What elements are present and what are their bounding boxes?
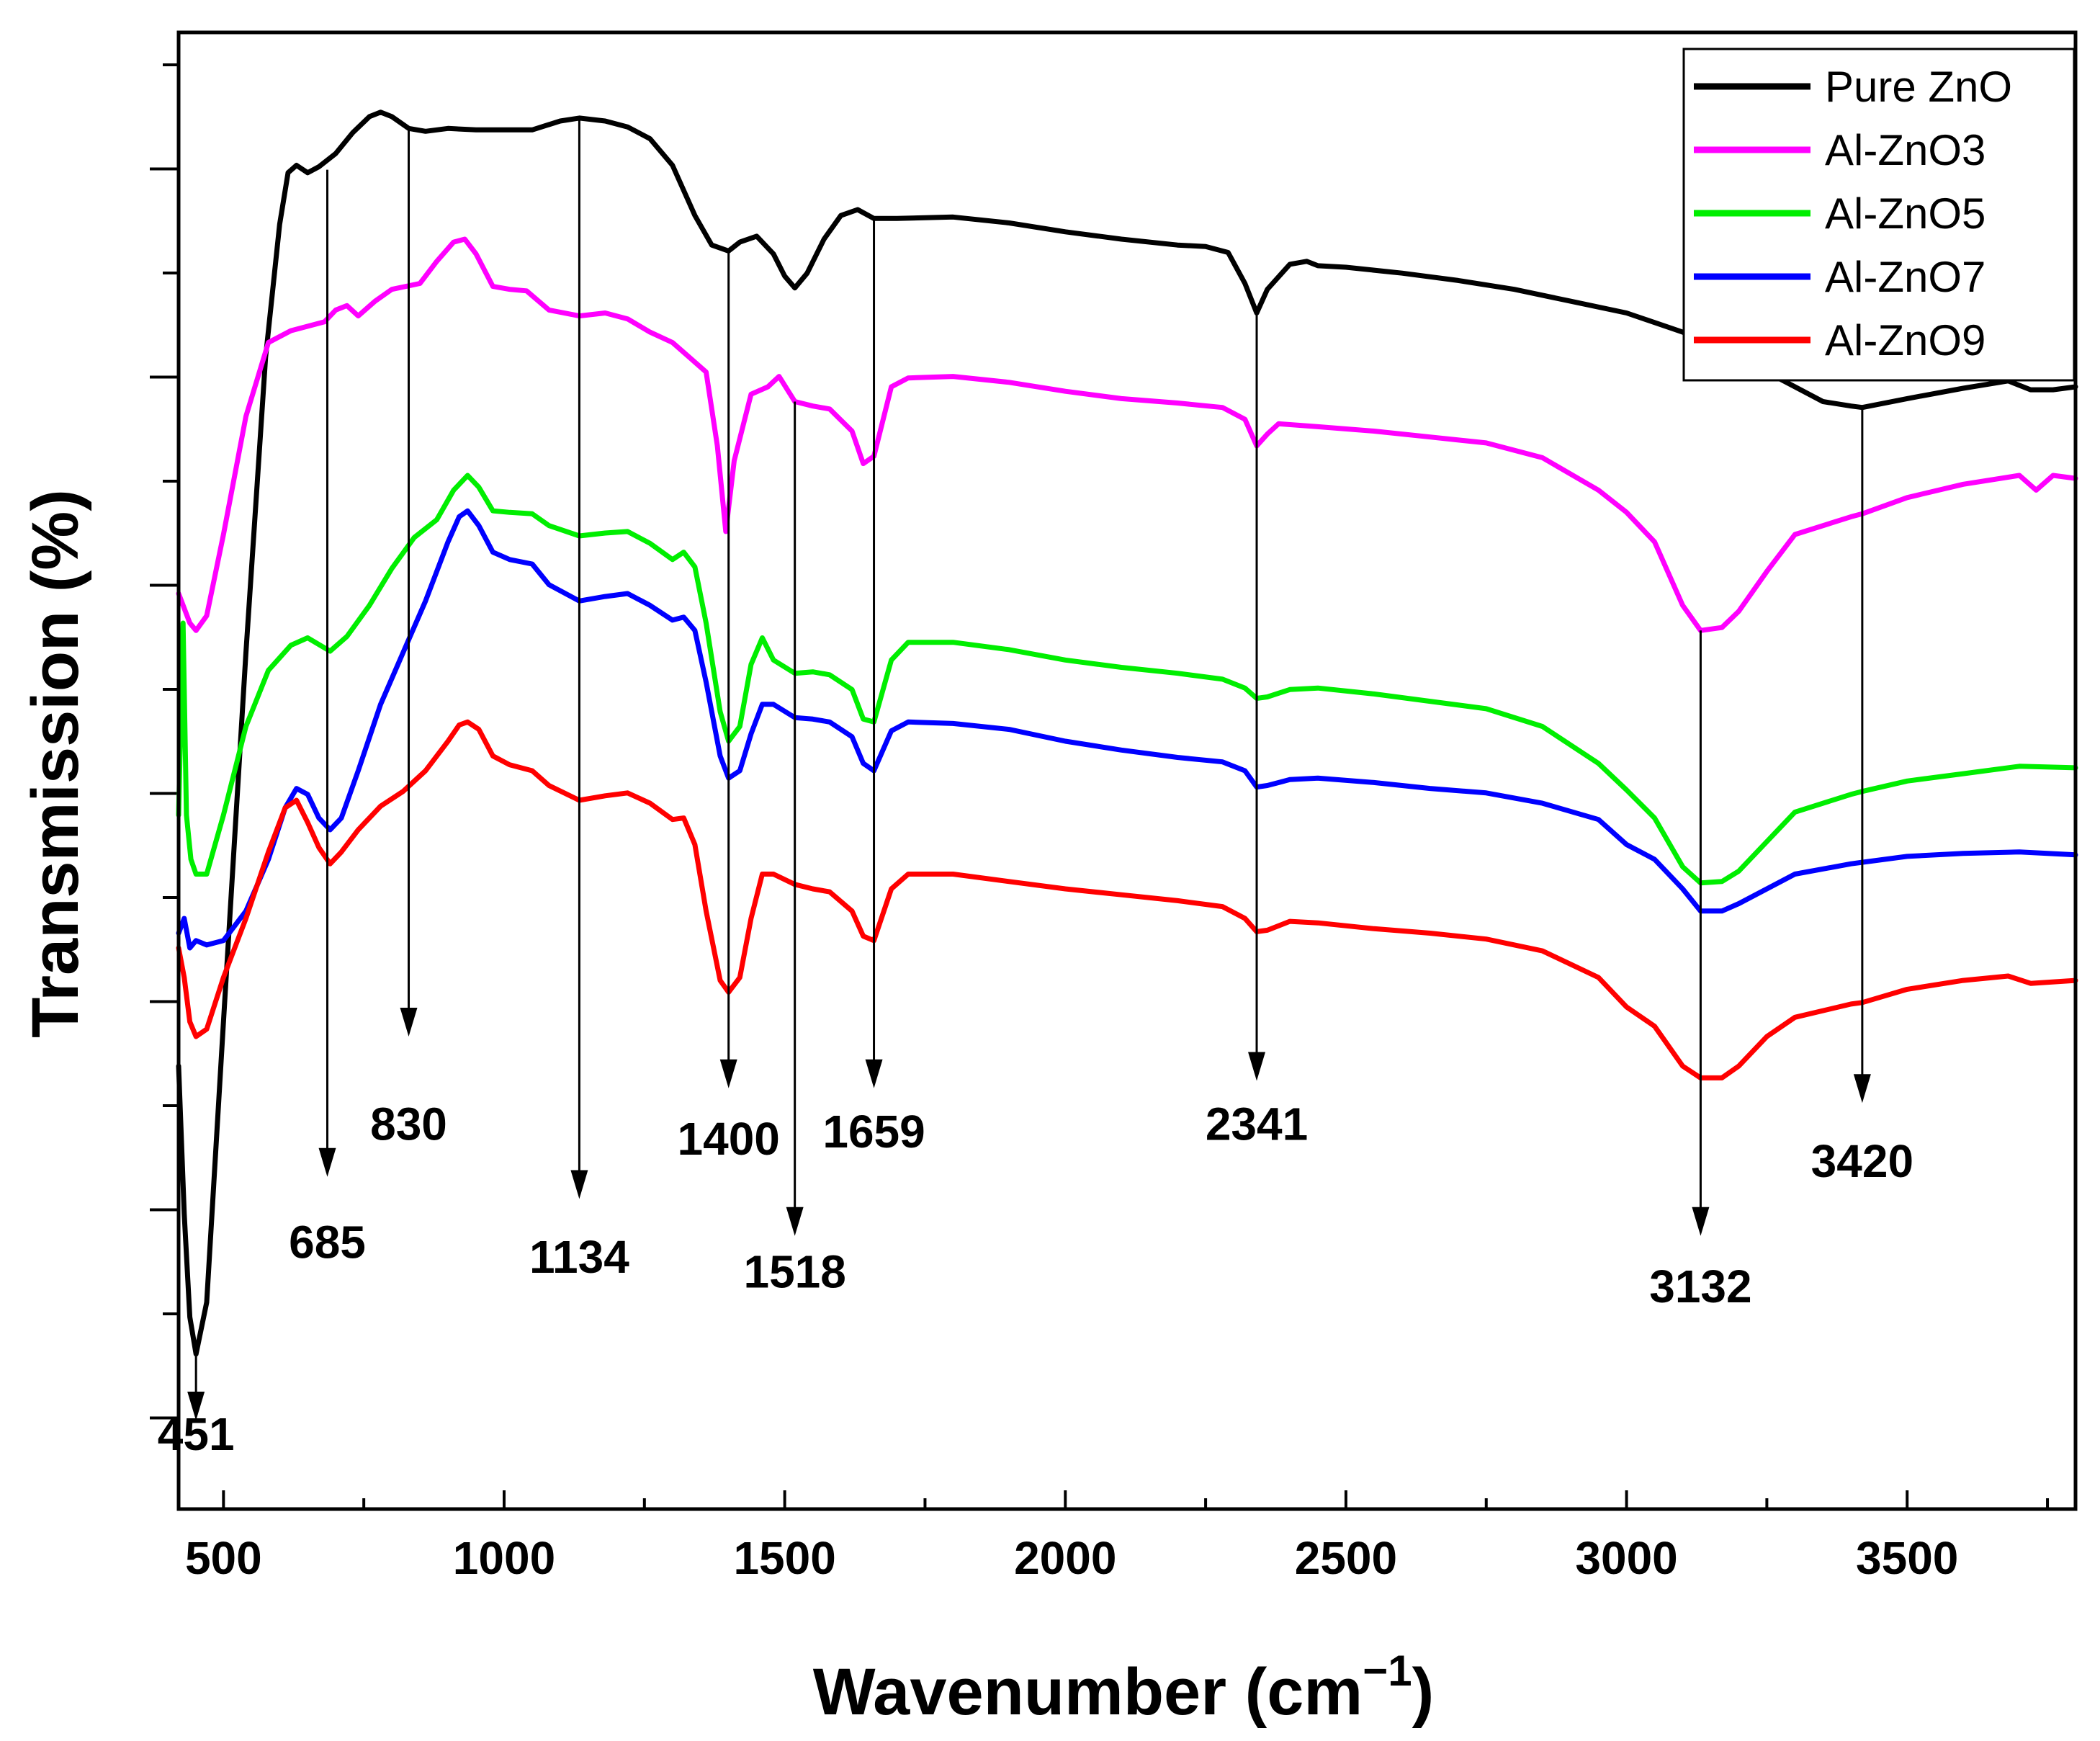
x-tick-label: 1000 (453, 1532, 555, 1584)
legend-label: Al-ZnO3 (1825, 126, 1985, 174)
x-tick-label: 2000 (1014, 1532, 1116, 1584)
series-layer (176, 109, 2078, 1357)
x-axis-title-main: Wavenumber (cm (813, 1655, 1363, 1729)
x-tick-label: 3500 (1856, 1532, 1958, 1584)
peak-label-451: 451 (158, 1408, 235, 1460)
peak-annotations: 451 685 830 1134 1400 1518 1659 2341 3132 3420 (158, 117, 1913, 1460)
peak-label-3132: 3132 (1649, 1261, 1751, 1312)
peak-arrowhead (570, 1170, 588, 1199)
peak-label-830: 830 (370, 1098, 447, 1150)
x-axis-title-exponent: −1 (1363, 1647, 1412, 1695)
legend-label: Al-ZnO5 (1825, 189, 1985, 238)
series-line-al-zno9 (176, 719, 2078, 1080)
peak-label-1518: 1518 (743, 1246, 845, 1298)
y-axis-title: Transmission (%) (19, 489, 92, 1038)
x-tick-label: 3000 (1575, 1532, 1677, 1584)
peak-label-1400: 1400 (678, 1113, 780, 1165)
peak-label-3420: 3420 (1811, 1135, 1913, 1187)
x-tick-label: 1500 (733, 1532, 835, 1584)
peak-arrowhead (1853, 1074, 1871, 1104)
legend-label: Pure ZnO (1825, 63, 2012, 111)
x-tick-labels: 500 1000 1500 2000 2500 3000 3500 (185, 1532, 1958, 1584)
x-axis-title: Wavenumber (cm−1) (813, 1647, 1435, 1729)
series-line-al-zno5 (176, 473, 2078, 886)
series-line-al-zno3 (176, 236, 2078, 633)
peak-label-2341: 2341 (1206, 1098, 1308, 1150)
series-line-pure-zno (176, 109, 2078, 1357)
x-tick-label: 2500 (1295, 1532, 1397, 1584)
peak-arrowhead (786, 1207, 804, 1236)
peak-arrowhead (400, 1008, 418, 1037)
peak-arrowhead (187, 1392, 205, 1420)
peak-label-685: 685 (289, 1217, 366, 1268)
series-line-al-zno7 (176, 508, 2078, 951)
peak-label-1659: 1659 (822, 1106, 925, 1158)
peak-label-1134: 1134 (529, 1231, 629, 1283)
peak-arrowhead (1692, 1207, 1710, 1236)
x-axis-title-close: ) (1412, 1655, 1435, 1729)
x-tick-label: 500 (185, 1532, 262, 1584)
legend-label: Al-ZnO7 (1825, 253, 1985, 301)
peak-arrowhead (719, 1059, 737, 1088)
peak-arrowhead (318, 1147, 336, 1177)
peak-arrowhead (1248, 1052, 1266, 1081)
legend: Pure ZnO Al-ZnO3 Al-ZnO5 Al-ZnO7 Al-ZnO9 (1682, 48, 2076, 382)
peak-arrowhead (865, 1059, 883, 1088)
plot-frame (176, 30, 2078, 1511)
legend-label: Al-ZnO9 (1825, 316, 1985, 364)
